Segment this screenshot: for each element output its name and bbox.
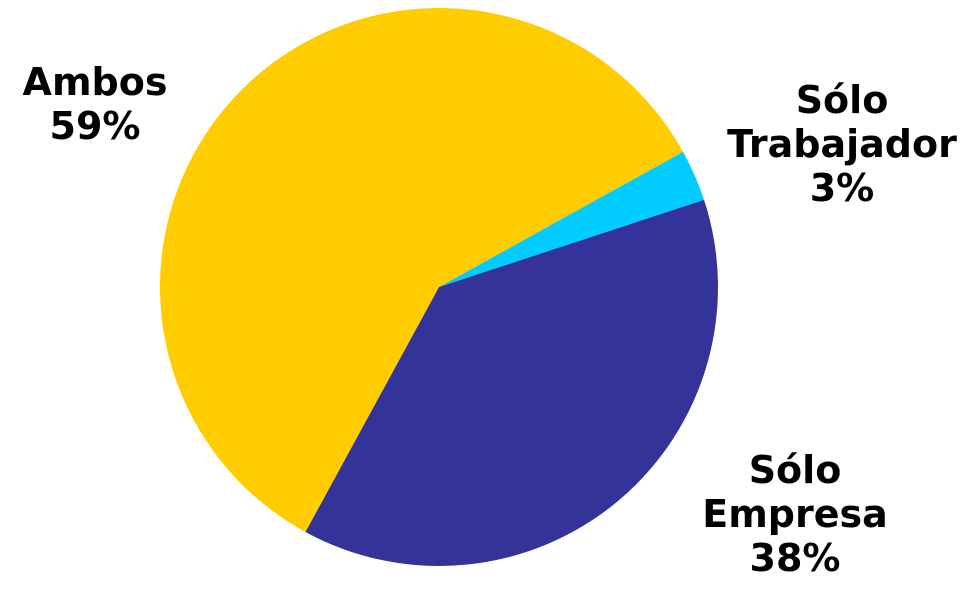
- slice-label-solo-empresa: Sólo Empresa 38%: [690, 448, 900, 580]
- slice-value-label: 38%: [749, 536, 841, 580]
- slice-label-ambos: Ambos 59%: [10, 60, 180, 148]
- slice-label-line: Trabajador: [727, 122, 957, 166]
- pie-slice-s-lo-trabajador: [439, 151, 705, 287]
- slice-label-line: Ambos: [22, 60, 168, 104]
- slice-label-line: Empresa: [702, 492, 888, 536]
- slice-value-label: 59%: [49, 104, 141, 148]
- slice-label-line: Sólo: [748, 448, 842, 492]
- slice-value-label: 3%: [809, 166, 875, 210]
- pie-slice-ambos: [160, 8, 684, 532]
- pie-slice-s-lo-empresa: [305, 199, 718, 567]
- slice-label-line: Sólo: [795, 78, 889, 122]
- slice-label-solo-trabajador: Sólo Trabajador 3%: [722, 78, 962, 210]
